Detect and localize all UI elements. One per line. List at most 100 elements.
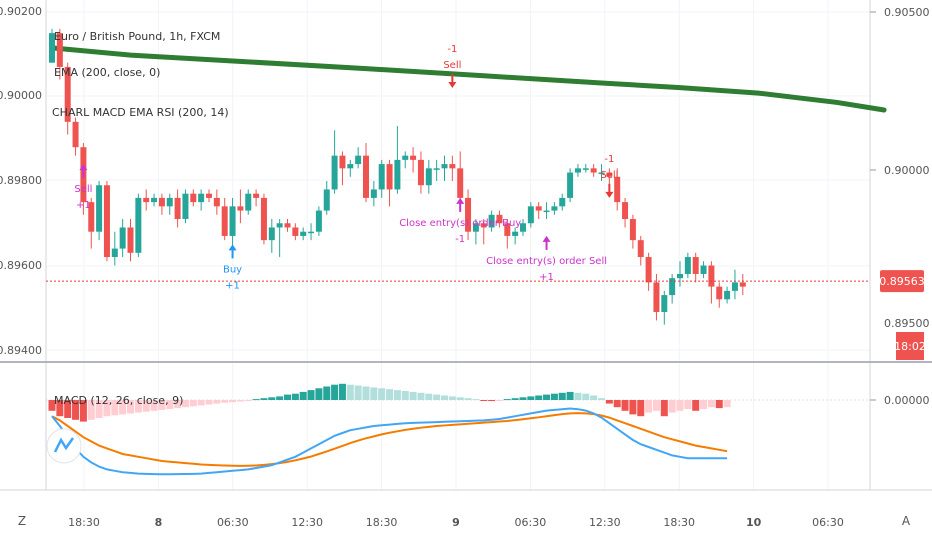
current-price-badge[interactable]: 0.89563 bbox=[879, 270, 925, 293]
candle-body bbox=[88, 202, 95, 232]
signal-label: Sell bbox=[600, 170, 618, 181]
candle-body bbox=[213, 197, 220, 207]
candle-body bbox=[637, 240, 644, 258]
macd-hist-bar bbox=[582, 393, 590, 400]
macd-hist-bar bbox=[378, 388, 386, 400]
macd-hist-bar bbox=[652, 400, 660, 411]
candle-body bbox=[731, 282, 738, 291]
candle-body bbox=[300, 231, 307, 236]
macd-hist-bar bbox=[134, 400, 142, 413]
signal-label: Close entry(s) order Buy bbox=[399, 218, 521, 229]
candle-body bbox=[410, 155, 417, 160]
macd-hist-bar bbox=[299, 391, 307, 400]
signal-arrow-down bbox=[605, 183, 614, 198]
macd-hist-bar bbox=[645, 400, 653, 413]
macd-hist-bar bbox=[150, 400, 158, 411]
macd-hist-bar bbox=[700, 400, 708, 409]
candle-body bbox=[206, 193, 212, 198]
candle-body bbox=[480, 223, 487, 228]
candle-body bbox=[465, 197, 472, 232]
candle-body bbox=[590, 168, 597, 173]
macd-hist-bar bbox=[550, 393, 558, 400]
candle-body bbox=[268, 227, 275, 241]
macd-hist-bar bbox=[142, 400, 150, 412]
countdown-text: 18:02 bbox=[894, 340, 926, 353]
candle-body bbox=[158, 197, 165, 207]
symbol-title[interactable]: Euro / British Pound, 1h, FXCM bbox=[54, 30, 220, 43]
candle-body bbox=[402, 155, 409, 160]
zoom-button[interactable]: Z bbox=[18, 514, 26, 528]
time-axis-controls[interactable]: Z A bbox=[18, 514, 911, 528]
time-tick-label: 18:30 bbox=[663, 516, 695, 529]
macd-hist-bar bbox=[637, 400, 645, 417]
price-tick-label: 0.90000 bbox=[0, 89, 42, 102]
signal-label: Sell bbox=[443, 60, 461, 71]
candle-body bbox=[700, 265, 707, 274]
candle-body bbox=[551, 206, 558, 211]
candle-body bbox=[151, 197, 158, 203]
macd-hist-bar bbox=[464, 398, 472, 400]
logo-badge[interactable] bbox=[46, 428, 82, 464]
candle-body bbox=[315, 210, 322, 232]
macd-hist-bar bbox=[425, 393, 433, 400]
time-tick-label: 12:30 bbox=[589, 516, 621, 529]
price-badge-text: 0.89563 bbox=[879, 275, 925, 288]
macd-hist-bar bbox=[629, 400, 637, 415]
signal-qty: -1 bbox=[447, 44, 457, 55]
ema-legend[interactable]: EMA (200, close, 0) bbox=[54, 66, 160, 79]
macd-hist-bar bbox=[338, 383, 346, 400]
right-price-scale[interactable]: 0.90500 0.90000 0.89500 bbox=[870, 6, 930, 330]
price-badge-bg bbox=[880, 270, 924, 293]
macd-hist-bar bbox=[448, 396, 456, 400]
macd-hist-bar bbox=[119, 400, 127, 415]
candle-body bbox=[504, 223, 511, 236]
macd-hist-bar bbox=[268, 397, 276, 400]
macd-legend[interactable]: MACD (12, 26, close, 9) bbox=[54, 394, 183, 407]
macd-hist-bar bbox=[252, 399, 260, 401]
macd-hist-bar bbox=[346, 384, 354, 400]
signal-arrow-up bbox=[542, 235, 551, 250]
macd-hist-bar bbox=[472, 399, 480, 401]
macd-hist-bar bbox=[535, 395, 543, 400]
candle-body bbox=[135, 197, 142, 253]
macd-hist-bar bbox=[441, 395, 448, 400]
macd-hist-bar bbox=[166, 400, 174, 409]
candle-body bbox=[739, 282, 746, 287]
candle-body bbox=[559, 197, 566, 207]
macd-hist-bar bbox=[111, 400, 119, 416]
candle-body bbox=[96, 185, 103, 232]
candle-body bbox=[677, 273, 683, 279]
chart-legend[interactable]: Euro / British Pound, 1h, FXCM EMA (200,… bbox=[52, 30, 229, 119]
candle-body bbox=[370, 189, 377, 198]
strategy-legend[interactable]: CHARL MACD EMA RSI (200, 14) bbox=[52, 106, 229, 119]
candle-body bbox=[49, 33, 55, 63]
macd-hist-bar bbox=[503, 399, 511, 401]
candle-body bbox=[103, 185, 110, 258]
auto-scale-button[interactable]: A bbox=[902, 514, 911, 528]
macd-hist-bar bbox=[519, 397, 527, 400]
macd-hist-bar bbox=[409, 391, 417, 400]
macd-hist-bar bbox=[72, 400, 80, 420]
candle-body bbox=[72, 121, 79, 148]
signal-label: Close entry(s) order Sell bbox=[486, 256, 607, 267]
candle-body bbox=[433, 168, 440, 170]
candle-body bbox=[661, 295, 668, 312]
candle-body bbox=[143, 197, 150, 203]
candle-body bbox=[198, 193, 205, 203]
signal-arrow-up bbox=[228, 244, 237, 259]
candle-body bbox=[237, 206, 244, 211]
left-price-axis[interactable]: 0.90200 0.90000 0.89800 0.89600 0.89400 bbox=[0, 5, 42, 357]
time-tick-label: 06:30 bbox=[515, 516, 547, 529]
macd-hist-bar bbox=[158, 400, 166, 410]
candle-body bbox=[378, 164, 385, 190]
candle-body bbox=[645, 257, 652, 283]
candle-body bbox=[190, 193, 197, 203]
macd-lines bbox=[51, 407, 728, 476]
candle-body bbox=[692, 257, 699, 274]
macd-hist-bar bbox=[103, 400, 111, 417]
time-axis[interactable]: 18:30 8 06:30 12:30 18:30 9 06:30 12:30 18:30 10 0… bbox=[68, 516, 844, 529]
candle-body bbox=[284, 223, 291, 228]
macd-hist-bar bbox=[127, 400, 134, 414]
